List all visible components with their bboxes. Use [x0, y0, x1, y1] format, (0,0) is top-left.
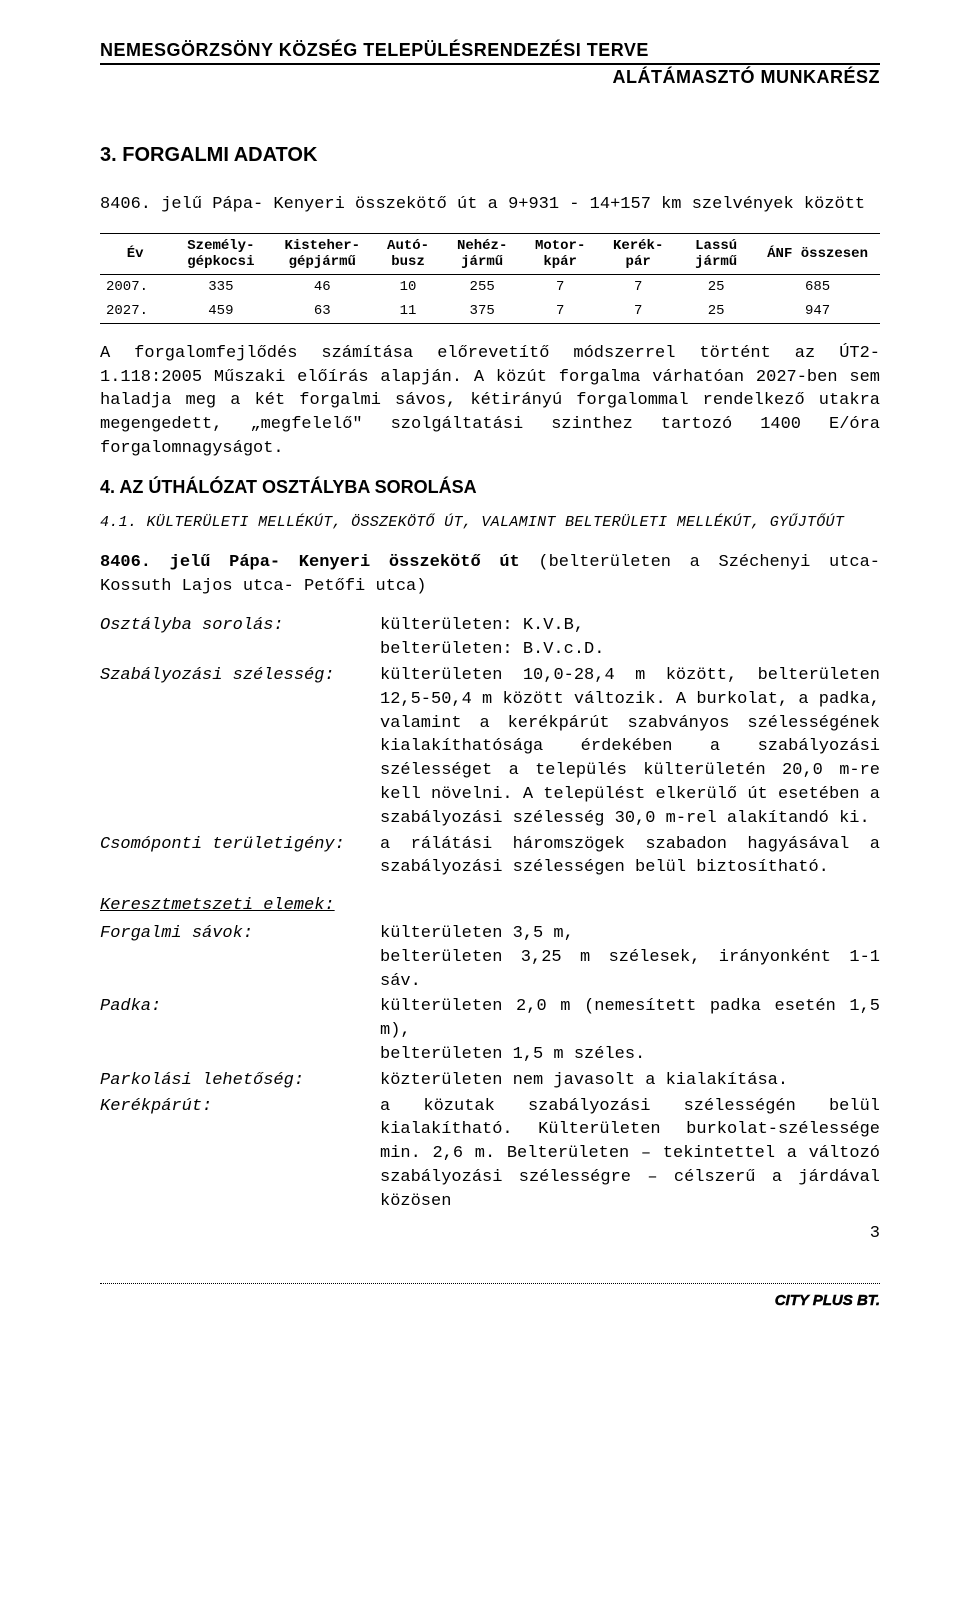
table-cell: 7	[521, 274, 599, 299]
table-cell: 25	[677, 299, 755, 324]
label-forgalmi: Forgalmi sávok:	[100, 922, 380, 993]
doc-header-subtitle: ALÁTÁMASZTÓ MUNKARÉSZ	[100, 67, 880, 88]
table-cell: 459	[170, 299, 271, 324]
table-cell: 335	[170, 274, 271, 299]
traffic-data-table: ÉvSzemély-gépkocsiKisteher-gépjárműAutó-…	[100, 233, 880, 324]
value-csomoponti: a rálátási háromszögek szabadon hagyásáv…	[380, 833, 880, 881]
table-cell: 7	[599, 299, 677, 324]
table-header-cell: Év	[100, 233, 170, 274]
table-cell: 46	[272, 274, 373, 299]
table-cell: 2027.	[100, 299, 170, 324]
value-osztalyba: külterületen: K.V.B,belterületen: B.V.c.…	[380, 614, 880, 662]
table-cell: 375	[443, 299, 521, 324]
table-cell: 255	[443, 274, 521, 299]
section-4-title: 4. AZ ÚTHÁLÓZAT OSZTÁLYBA SOROLÁSA	[100, 477, 880, 498]
label-kerekparut: Kerékpárút:	[100, 1095, 380, 1214]
section-3-title: 3. FORGALMI ADATOK	[100, 144, 880, 167]
table-cell: 7	[521, 299, 599, 324]
table-cell: 10	[373, 274, 443, 299]
footer-brand: CITY PLUS BT.	[100, 1292, 880, 1309]
label-szabalyozasi: Szabályozási szélesség:	[100, 664, 380, 831]
table-cell: 63	[272, 299, 373, 324]
table-header-cell: Lassú jármű	[677, 233, 755, 274]
label-padka: Padka:	[100, 995, 380, 1066]
value-szabalyozasi: külterületen 10,0-28,4 m között, belterü…	[380, 664, 880, 831]
value-parkolasi: közterületen nem javasolt a kialakítása.	[380, 1069, 880, 1093]
table-header-cell: Autó-busz	[373, 233, 443, 274]
table-row: 2007.33546102557725685	[100, 274, 880, 299]
table-header-cell: ÁNF összesen	[755, 233, 880, 274]
section-3-intro: 8406. jelű Pápa- Kenyeri összekötő út a …	[100, 193, 880, 217]
label-csomoponti: Csomóponti területigény:	[100, 833, 380, 881]
table-cell: 947	[755, 299, 880, 324]
para-after-table: A forgalomfejlődés számítása előrevetítő…	[100, 342, 880, 461]
table-header-cell: Kisteher-gépjármű	[272, 233, 373, 274]
label-osztalyba: Osztályba sorolás:	[100, 614, 380, 662]
value-kerekparut: a közutak szabályozási szélességén belül…	[380, 1095, 880, 1214]
section-4-1-title: 4.1. KÜLTERÜLETI MELLÉKÚT, ÖSSZEKÖTŐ ÚT,…	[100, 514, 880, 531]
table-header-cell: Motor-kpár	[521, 233, 599, 274]
page-number: 3	[100, 1224, 880, 1243]
group-keresztmetszeti: Keresztmetszeti elemek:	[100, 894, 880, 918]
value-padka: külterületen 2,0 m (nemesített padka ese…	[380, 995, 880, 1066]
table-header-cell: Kerék-pár	[599, 233, 677, 274]
road-8406-bold: 8406. jelű Pápa- Kenyeri összekötő út	[100, 553, 520, 572]
table-header-cell: Nehéz-jármű	[443, 233, 521, 274]
table-cell: 2007.	[100, 274, 170, 299]
table-header-cell: Személy-gépkocsi	[170, 233, 271, 274]
label-parkolasi: Parkolási lehetőség:	[100, 1069, 380, 1093]
classification-list: Osztályba sorolás: külterületen: K.V.B,b…	[100, 614, 880, 1213]
table-cell: 685	[755, 274, 880, 299]
table-cell: 7	[599, 274, 677, 299]
value-forgalmi: külterületen 3,5 m,belterületen 3,25 m s…	[380, 922, 880, 993]
doc-header-title: NEMESGÖRZSÖNY KÖZSÉG TELEPÜLÉSRENDEZÉSI …	[100, 40, 880, 65]
footer-rule	[100, 1283, 880, 1284]
table-row: 2027.45963113757725947	[100, 299, 880, 324]
table-cell: 25	[677, 274, 755, 299]
table-cell: 11	[373, 299, 443, 324]
road-8406-line: 8406. jelű Pápa- Kenyeri összekötő út (b…	[100, 551, 880, 599]
